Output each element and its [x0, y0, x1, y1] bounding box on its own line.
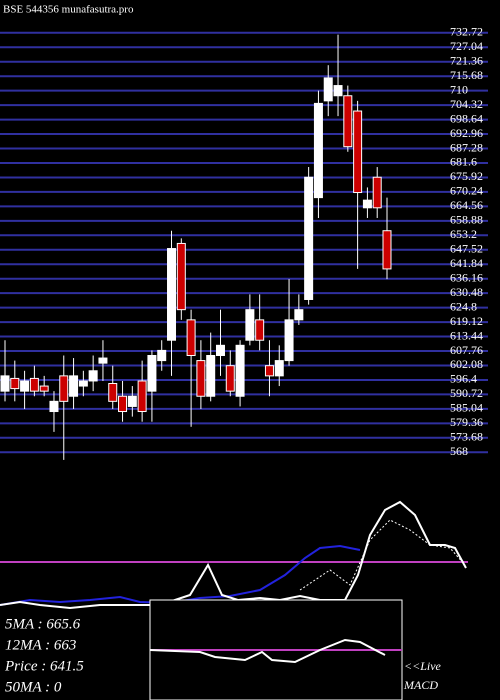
candle-body — [333, 85, 343, 97]
y-tick-label: 590.72 — [450, 386, 483, 400]
y-tick-label: 658.88 — [450, 213, 483, 227]
y-tick-label: 636.16 — [450, 270, 483, 284]
candle-body — [274, 360, 284, 377]
y-tick-label: 698.64 — [450, 111, 483, 125]
y-tick-label: 687.28 — [450, 140, 483, 154]
y-tick-label: 573.68 — [450, 430, 483, 444]
candle-body — [343, 95, 353, 148]
candle-body — [176, 242, 186, 311]
candle-body — [98, 357, 108, 364]
candle-body — [88, 370, 98, 382]
candle-body — [147, 355, 157, 392]
candle-body — [304, 176, 314, 300]
candle-body — [137, 380, 147, 413]
candle-body — [59, 375, 69, 402]
y-tick-label: 681.6 — [450, 155, 477, 169]
candle-body — [255, 319, 265, 341]
y-tick-label: 675.92 — [450, 169, 483, 183]
ma-line — [299, 519, 466, 591]
candle-body — [167, 248, 177, 341]
y-tick-label: 602.08 — [450, 357, 483, 371]
y-tick-label: 585.04 — [450, 401, 483, 415]
y-tick-label: 664.56 — [450, 198, 483, 212]
candle-body — [118, 395, 128, 413]
y-tick-label: 630.48 — [450, 285, 483, 299]
ma5: 5MA : 665.6 — [5, 616, 81, 632]
candle-body — [0, 375, 10, 392]
candle-body — [313, 102, 323, 199]
y-tick-label: 596.4 — [450, 372, 477, 386]
y-tick-label: 715.68 — [450, 68, 483, 82]
candle-body — [78, 380, 88, 387]
y-tick-label: 579.36 — [450, 415, 483, 429]
y-tick-label: 670.24 — [450, 184, 483, 198]
candle-body — [127, 395, 137, 407]
signal-line — [0, 544, 361, 606]
y-tick-label: 704.32 — [450, 97, 483, 111]
y-tick-label: 607.76 — [450, 343, 483, 357]
y-tick-label: 653.2 — [450, 227, 477, 241]
indicator-panel: 5MA : 665.6 12MA : 663 Price : 641.5 50M… — [0, 500, 468, 700]
candle-body — [382, 230, 392, 270]
y-tick-label: 727.04 — [450, 39, 483, 53]
ma50: 50MA : 0 — [5, 679, 62, 695]
candle-body — [372, 176, 382, 209]
candle-body — [49, 400, 59, 413]
candle-body — [284, 319, 294, 362]
macd-line — [0, 500, 467, 610]
y-tick-label: 641.84 — [450, 256, 483, 270]
y-tick-label: 624.8 — [450, 299, 477, 313]
y-tick-label: 721.36 — [450, 53, 483, 67]
candle-body — [225, 365, 235, 392]
candle-body — [245, 309, 255, 341]
candle-body — [294, 309, 304, 321]
macd-label: MACD — [403, 678, 438, 692]
candle-body — [10, 377, 20, 390]
ma12: 12MA : 663 — [5, 637, 76, 653]
candle-body — [186, 319, 196, 357]
y-tick-label: 732.72 — [450, 25, 483, 39]
candle-body — [215, 344, 225, 357]
y-tick-label: 619.12 — [450, 314, 483, 328]
candle-body — [108, 383, 118, 402]
candle-body — [264, 365, 274, 377]
candle-body — [29, 377, 39, 392]
candle-body — [69, 375, 79, 397]
y-tick-label: 692.96 — [450, 126, 483, 140]
candle-body — [323, 77, 333, 102]
y-tick-label: 647.52 — [450, 242, 483, 256]
chart-title: BSE 544356 munafasutra.pro — [3, 4, 134, 16]
live-label: <<Live — [404, 659, 442, 673]
y-tick-label: 613.44 — [450, 328, 483, 342]
candle-body — [235, 344, 245, 397]
price: Price : 641.5 — [4, 658, 84, 674]
y-tick-label: 568 — [450, 444, 468, 458]
candle-body — [362, 199, 372, 209]
y-tick-label: 710 — [450, 82, 468, 96]
candle-body — [206, 355, 216, 397]
candle-body — [157, 349, 167, 362]
candle-body — [20, 380, 30, 392]
candle-body — [353, 110, 363, 194]
candle-body — [196, 360, 206, 397]
candle-body — [39, 385, 49, 392]
macd-histogram-line — [149, 638, 386, 664]
